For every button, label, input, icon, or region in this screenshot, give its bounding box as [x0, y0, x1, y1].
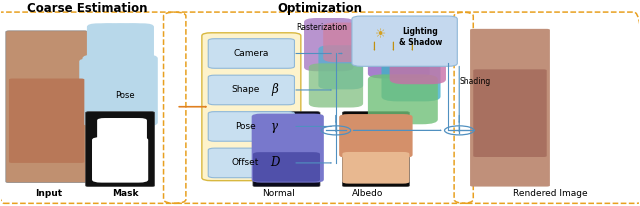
FancyBboxPatch shape	[115, 118, 139, 151]
Text: D: D	[270, 156, 280, 169]
FancyBboxPatch shape	[252, 114, 324, 183]
Text: Pose: Pose	[235, 122, 256, 131]
FancyBboxPatch shape	[319, 45, 363, 89]
FancyBboxPatch shape	[390, 40, 446, 84]
Text: & Shadow: & Shadow	[399, 37, 442, 47]
FancyBboxPatch shape	[342, 152, 410, 184]
FancyBboxPatch shape	[470, 29, 550, 187]
FancyBboxPatch shape	[83, 54, 158, 126]
Text: Pose: Pose	[115, 91, 135, 100]
Text: Rasterization: Rasterization	[296, 23, 347, 32]
Text: Normal: Normal	[262, 189, 295, 198]
FancyBboxPatch shape	[109, 23, 144, 75]
Text: Input: Input	[35, 189, 62, 198]
FancyBboxPatch shape	[323, 22, 363, 62]
Text: ☀: ☀	[375, 28, 386, 41]
FancyBboxPatch shape	[368, 25, 429, 78]
Text: Albedo: Albedo	[352, 189, 383, 198]
FancyBboxPatch shape	[208, 75, 294, 105]
FancyBboxPatch shape	[98, 23, 132, 75]
FancyBboxPatch shape	[92, 147, 116, 169]
FancyBboxPatch shape	[304, 18, 353, 71]
FancyBboxPatch shape	[339, 114, 413, 158]
FancyBboxPatch shape	[97, 118, 120, 151]
Text: Shading: Shading	[460, 77, 490, 85]
Text: Offset: Offset	[232, 158, 259, 167]
FancyBboxPatch shape	[86, 112, 155, 187]
Text: Optimization: Optimization	[278, 2, 362, 15]
FancyBboxPatch shape	[253, 152, 320, 182]
FancyBboxPatch shape	[6, 31, 88, 183]
Text: β: β	[271, 83, 278, 96]
FancyBboxPatch shape	[79, 59, 113, 96]
Text: Camera: Camera	[234, 49, 269, 58]
FancyBboxPatch shape	[208, 148, 294, 178]
FancyBboxPatch shape	[106, 118, 130, 151]
Text: γ: γ	[271, 120, 278, 133]
FancyBboxPatch shape	[9, 78, 84, 163]
FancyBboxPatch shape	[368, 74, 438, 124]
Text: Shape: Shape	[231, 85, 260, 95]
FancyBboxPatch shape	[381, 52, 440, 101]
FancyBboxPatch shape	[309, 63, 363, 108]
FancyBboxPatch shape	[352, 16, 458, 66]
Text: Lighting: Lighting	[403, 27, 438, 36]
FancyBboxPatch shape	[208, 39, 294, 68]
FancyBboxPatch shape	[121, 23, 154, 75]
FancyBboxPatch shape	[253, 112, 320, 187]
FancyBboxPatch shape	[87, 23, 120, 75]
FancyBboxPatch shape	[92, 137, 148, 183]
Text: Mask: Mask	[112, 189, 138, 198]
FancyBboxPatch shape	[202, 33, 301, 181]
Text: Coarse Estimation: Coarse Estimation	[27, 2, 147, 15]
FancyBboxPatch shape	[473, 69, 547, 157]
Text: Rendered Image: Rendered Image	[513, 189, 588, 198]
FancyBboxPatch shape	[124, 118, 147, 151]
FancyBboxPatch shape	[208, 112, 294, 141]
FancyBboxPatch shape	[342, 112, 410, 187]
